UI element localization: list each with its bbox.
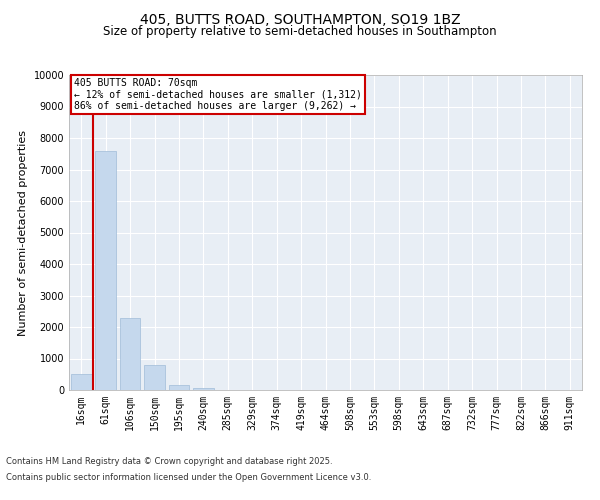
Text: Contains public sector information licensed under the Open Government Licence v3: Contains public sector information licen… bbox=[6, 472, 371, 482]
Bar bbox=[71, 374, 92, 390]
Bar bbox=[119, 318, 140, 390]
Text: Size of property relative to semi-detached houses in Southampton: Size of property relative to semi-detach… bbox=[103, 25, 497, 38]
Bar bbox=[144, 365, 165, 390]
Text: 405 BUTTS ROAD: 70sqm
← 12% of semi-detached houses are smaller (1,312)
86% of s: 405 BUTTS ROAD: 70sqm ← 12% of semi-deta… bbox=[74, 78, 362, 112]
Bar bbox=[95, 150, 116, 390]
Text: 405, BUTTS ROAD, SOUTHAMPTON, SO19 1BZ: 405, BUTTS ROAD, SOUTHAMPTON, SO19 1BZ bbox=[140, 12, 460, 26]
Text: Contains HM Land Registry data © Crown copyright and database right 2025.: Contains HM Land Registry data © Crown c… bbox=[6, 458, 332, 466]
Bar bbox=[169, 386, 190, 390]
Y-axis label: Number of semi-detached properties: Number of semi-detached properties bbox=[18, 130, 28, 336]
Bar bbox=[193, 388, 214, 390]
